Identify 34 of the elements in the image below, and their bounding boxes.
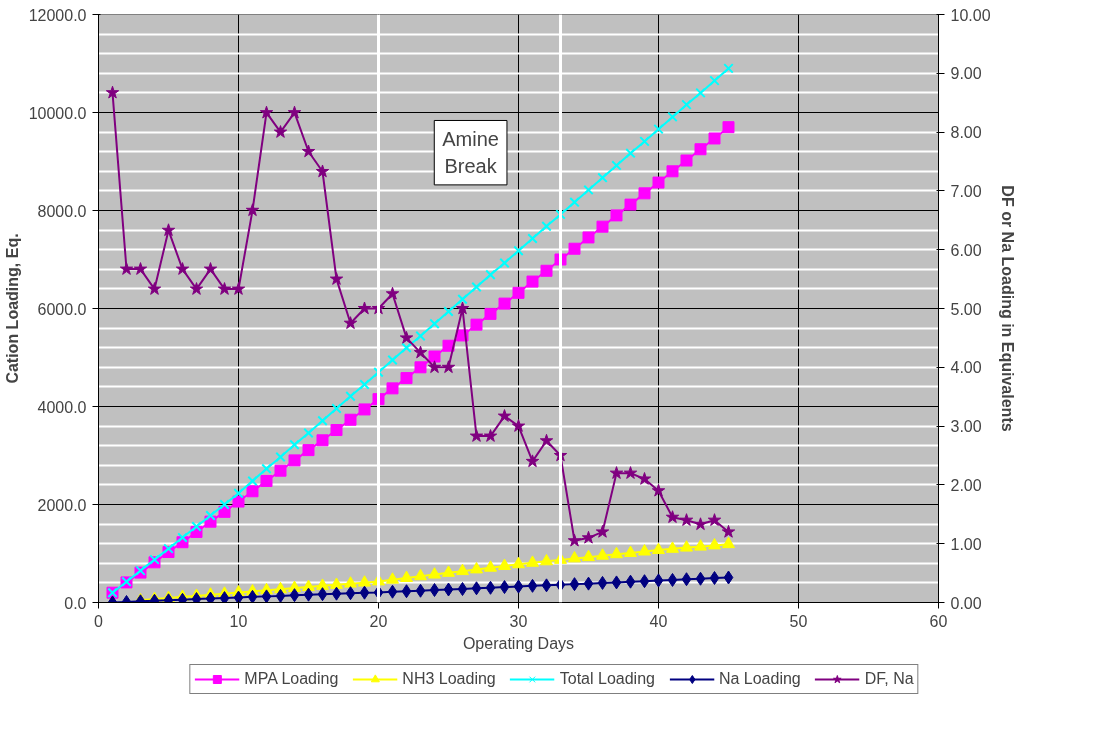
y2-tick-label: 7.00	[950, 182, 982, 200]
y2-tick-label: 2.00	[950, 476, 982, 494]
y-tick-label: 4000.0	[37, 398, 87, 416]
y2-tick-label: 9.00	[950, 65, 982, 83]
y-axis-title: Cation Loading, Eq.	[3, 233, 21, 384]
x-tick-label: 20	[369, 612, 388, 630]
y2-tick-label: 0.00	[950, 594, 982, 612]
y-tick-label: 8000.0	[37, 202, 87, 220]
legend-label: Na Loading	[718, 670, 801, 688]
y-tick-label: 12000.0	[28, 6, 87, 24]
y2-tick-label: 5.00	[950, 300, 982, 318]
y2-tick-label: 3.00	[950, 418, 982, 436]
x-tick-label: 10	[229, 612, 248, 630]
legend-label: DF, Na	[864, 670, 914, 688]
y-tick-label: 10000.0	[28, 104, 87, 122]
x-axis-title: Operating Days	[462, 634, 575, 652]
legend-label: MPA Loading	[244, 670, 339, 688]
x-tick-label: 50	[789, 612, 808, 630]
y2-tick-label: 1.00	[950, 535, 982, 553]
x-tick-label: 0	[94, 612, 104, 630]
y2-tick-label: 6.00	[950, 241, 982, 259]
y-tick-label: 2000.0	[37, 496, 87, 514]
x-tick-label: 60	[929, 612, 948, 630]
y2-axis-title: DF or Na Loading in Equivalents	[998, 185, 1016, 432]
x-tick-label: 30	[509, 612, 528, 630]
annotation: Amine Break	[442, 128, 499, 177]
y2-tick-label: 4.00	[950, 359, 982, 377]
y2-tick-label: 10.00	[950, 6, 991, 24]
y-tick-label: 0.0	[64, 594, 87, 612]
y2-tick-label: 8.00	[950, 124, 982, 142]
y-tick-label: 6000.0	[37, 300, 87, 318]
x-tick-label: 40	[649, 612, 668, 630]
legend-label: Total Loading	[559, 670, 655, 688]
legend-label: NH3 Loading	[402, 670, 496, 688]
